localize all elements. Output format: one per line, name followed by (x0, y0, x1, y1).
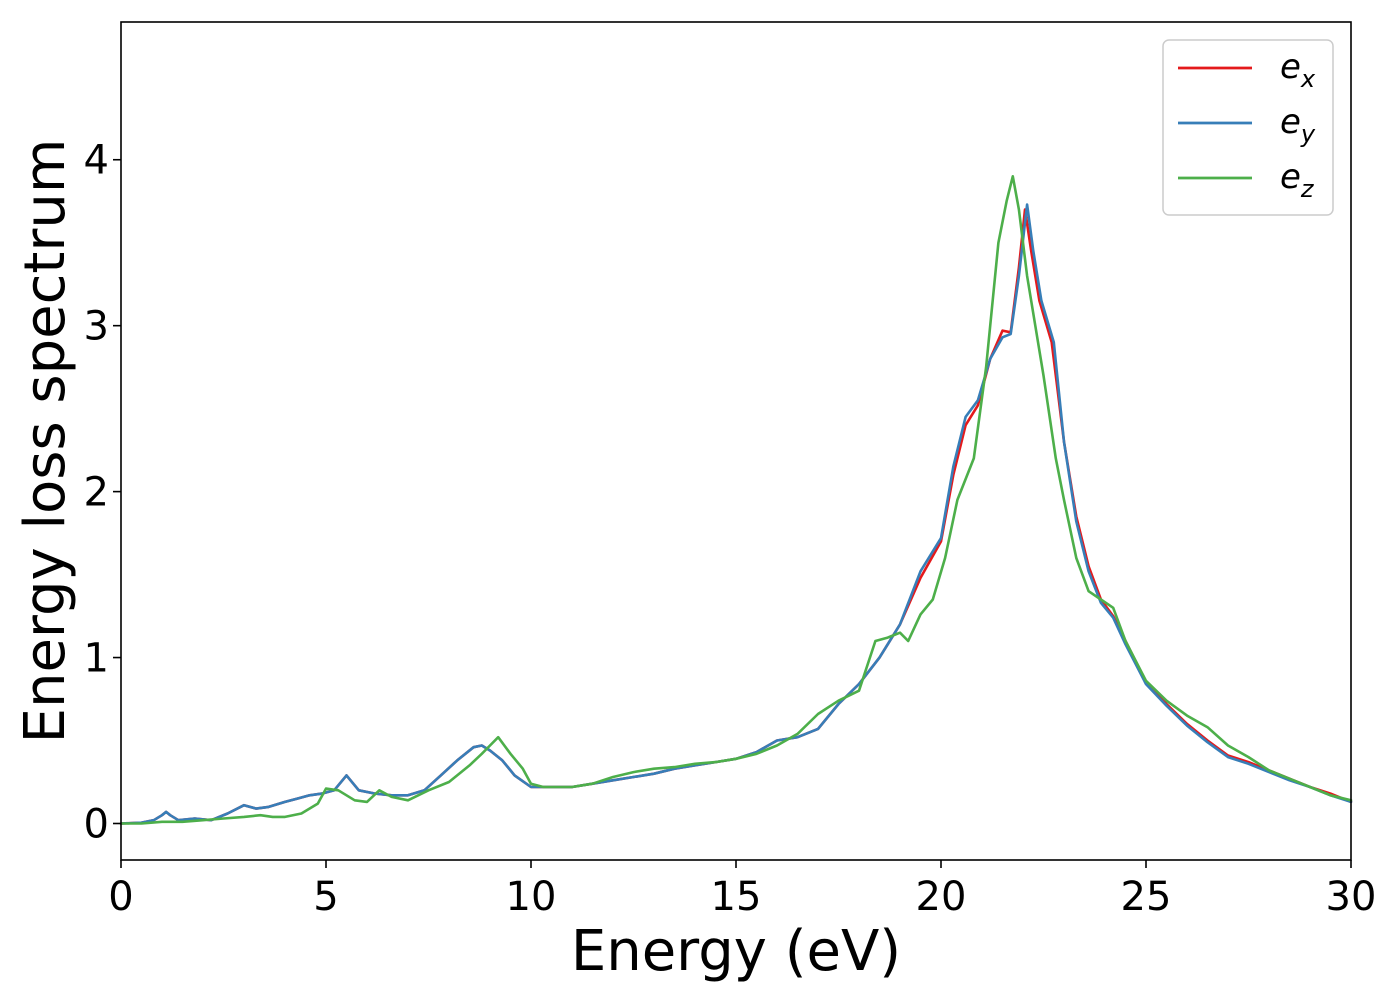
y-axis: 0 1 2 3 4 (84, 138, 121, 847)
legend-label-x: ex (1280, 47, 1316, 93)
y-axis-label: Energy loss spectrum (13, 139, 78, 744)
y-tick-label: 0 (84, 801, 109, 847)
x-axis: 0 5 10 15 20 25 30 (108, 860, 1376, 920)
legend: ex ey ez (1162, 39, 1334, 216)
x-tick-label: 30 (1326, 874, 1377, 920)
series-line-z (119, 175, 1353, 825)
x-tick-label: 20 (916, 874, 967, 920)
x-tick-label: 0 (108, 874, 133, 920)
x-tick-label: 5 (313, 874, 338, 920)
legend-label-z: ez (1280, 157, 1315, 203)
y-tick-label: 1 (84, 636, 109, 682)
y-tick-label: 4 (84, 138, 109, 184)
legend-box (1162, 39, 1334, 216)
x-tick-label: 25 (1121, 874, 1172, 920)
x-axis-label: Energy (eV) (571, 919, 901, 984)
x-tick-label: 15 (711, 874, 762, 920)
y-tick-label: 3 (84, 304, 109, 350)
y-tick-label: 2 (84, 470, 109, 516)
series-layer (119, 175, 1353, 825)
legend-label-y: ey (1280, 102, 1316, 148)
plot-background (121, 22, 1351, 860)
x-tick-label: 10 (506, 874, 557, 920)
